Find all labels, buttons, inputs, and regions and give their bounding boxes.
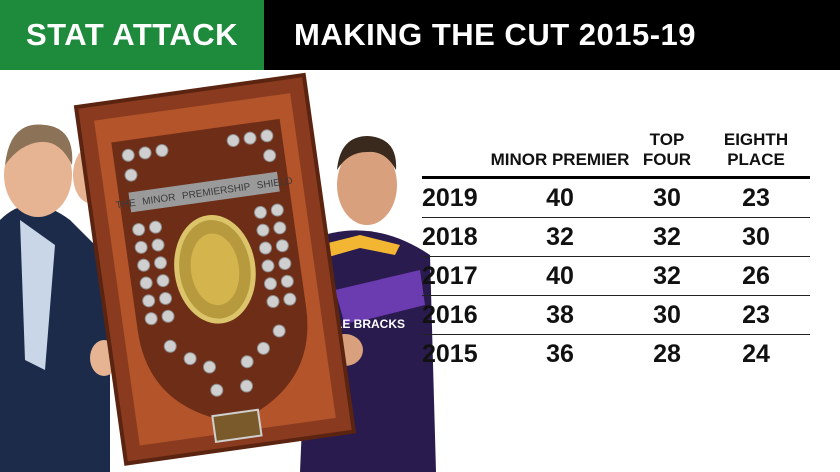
jersey-text: LE BRACKS: [335, 317, 405, 331]
year-cell: 2017: [422, 261, 478, 290]
minor-premier-cell: 40: [546, 183, 574, 212]
header-eighth-place: EIGHTH PLACE: [723, 130, 789, 169]
minor-premier-cell: 38: [546, 300, 574, 329]
year-cell: 2016: [422, 300, 478, 329]
top-four-cell: 32: [653, 261, 681, 290]
eighth-place-cell: 23: [742, 183, 770, 212]
top-four-cell: 30: [653, 300, 681, 329]
coach-figure: [0, 124, 118, 472]
table-row: 2015 36 28 24: [422, 335, 810, 373]
stats-table: MINOR PREMIER TOP FOUR EIGHTH PLACE 2019…: [422, 122, 810, 373]
table-row: 2019 40 30 23: [422, 179, 810, 218]
page-title: MAKING THE CUT 2015-19: [264, 0, 840, 70]
year-cell: 2018: [422, 222, 478, 251]
stat-attack-label: STAT ATTACK: [0, 0, 264, 70]
eighth-place-cell: 26: [742, 261, 770, 290]
eighth-place-cell: 23: [742, 300, 770, 329]
top-four-cell: 28: [653, 339, 681, 368]
eighth-place-cell: 30: [742, 222, 770, 251]
table-header: MINOR PREMIER TOP FOUR EIGHTH PLACE: [422, 122, 810, 176]
header-bar: STAT ATTACK MAKING THE CUT 2015-19: [0, 0, 840, 70]
year-cell: 2019: [422, 183, 478, 212]
minor-premier-cell: 36: [546, 339, 574, 368]
eighth-place-cell: 24: [742, 339, 770, 368]
table-row: 2017 40 32 26: [422, 257, 810, 296]
table-row: 2018 32 32 30: [422, 218, 810, 257]
minor-premier-cell: 40: [546, 261, 574, 290]
table-row: 2016 38 30 23: [422, 296, 810, 335]
top-four-cell: 30: [653, 183, 681, 212]
trophy-photo: LE BRACKS THE MINOR PREMI: [0, 72, 436, 472]
header-rule: [422, 176, 810, 179]
table-body: 2019 40 30 23 2018 32 32 30 2017 40 32 2…: [422, 179, 810, 373]
header-top-four: TOP FOUR: [642, 130, 692, 169]
header-minor-premier: MINOR PREMIER: [490, 150, 630, 169]
minor-premier-cell: 32: [546, 222, 574, 251]
top-four-cell: 32: [653, 222, 681, 251]
shield-trophy: THE MINOR PREMIERSHIP SHIELD: [73, 72, 357, 466]
year-cell: 2015: [422, 339, 478, 368]
